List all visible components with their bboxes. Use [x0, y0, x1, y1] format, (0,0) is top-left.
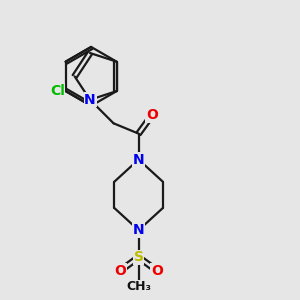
Text: CH₃: CH₃: [126, 280, 151, 293]
Text: O: O: [151, 263, 163, 278]
Text: O: O: [114, 263, 126, 278]
Text: N: N: [84, 93, 96, 107]
Text: N: N: [133, 152, 144, 167]
Text: Cl: Cl: [50, 84, 65, 98]
Text: N: N: [133, 223, 144, 237]
Text: O: O: [146, 108, 158, 122]
Text: S: S: [134, 250, 144, 264]
